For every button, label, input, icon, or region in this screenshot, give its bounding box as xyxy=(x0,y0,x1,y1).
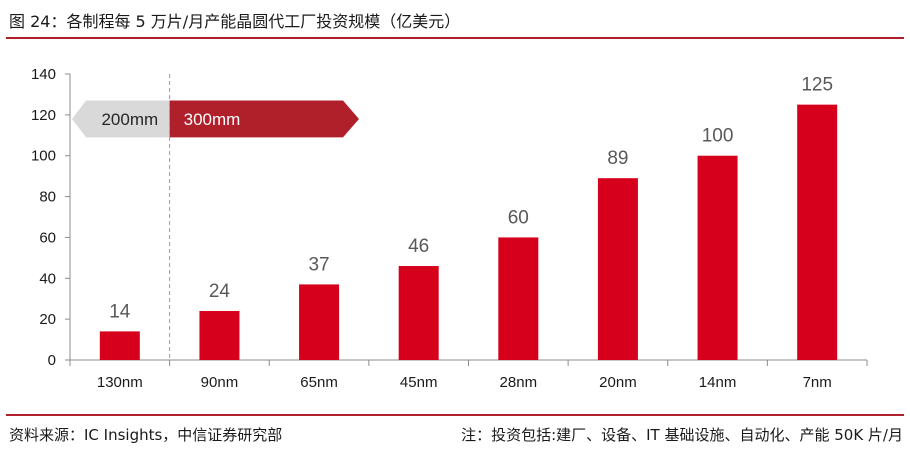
note-text: 注：投资包括:建厂、设备、IT 基础设施、自动化、产能 50K 片/月 xyxy=(461,426,903,444)
title-divider xyxy=(6,37,904,39)
chart-title: 图 24：各制程每 5 万片/月产能晶圆代工厂投资规模（亿美元） xyxy=(9,12,461,31)
arrow-300mm-label: 300mm xyxy=(184,110,241,129)
bar-28nm xyxy=(498,237,539,360)
data-label: 100 xyxy=(702,126,734,147)
data-label: 125 xyxy=(801,75,833,96)
data-label: 60 xyxy=(508,207,529,228)
bar-14nm xyxy=(697,155,738,360)
x-tick-label: 90nm xyxy=(201,374,239,391)
x-tick-label: 45nm xyxy=(400,374,438,391)
bar-7nm xyxy=(797,104,838,361)
x-tick-label: 28nm xyxy=(500,374,538,391)
x-tick-label: 7nm xyxy=(803,374,832,391)
y-tick-label: 60 xyxy=(39,229,56,246)
y-tick-label: 120 xyxy=(31,107,56,124)
x-tick-label: 14nm xyxy=(699,374,737,391)
footer-divider xyxy=(6,414,904,416)
data-label: 24 xyxy=(209,281,231,302)
y-tick-label: 100 xyxy=(31,148,56,165)
data-label: 14 xyxy=(109,301,131,322)
arrow-300mm xyxy=(169,100,359,138)
data-label: 46 xyxy=(408,236,429,257)
arrow-200mm-label: 200mm xyxy=(101,110,158,129)
bar-130nm xyxy=(99,331,140,360)
y-tick-label: 20 xyxy=(39,311,56,328)
bar-20nm xyxy=(597,178,638,360)
x-tick-label: 65nm xyxy=(300,374,338,391)
arrow-200mm xyxy=(72,100,170,138)
y-tick-label: 0 xyxy=(48,352,56,369)
data-label: 89 xyxy=(607,148,628,169)
data-label: 37 xyxy=(308,254,329,275)
y-tick-label: 140 xyxy=(31,66,56,83)
bar-45nm xyxy=(398,266,439,360)
y-tick-label: 40 xyxy=(39,270,56,287)
source-text: 资料来源：IC Insights，中信证券研究部 xyxy=(9,426,283,444)
bar-90nm xyxy=(199,310,240,360)
x-tick-label: 130nm xyxy=(97,374,143,391)
x-tick-label: 20nm xyxy=(599,374,637,391)
bar-65nm xyxy=(299,284,340,360)
y-tick-label: 80 xyxy=(39,189,56,206)
